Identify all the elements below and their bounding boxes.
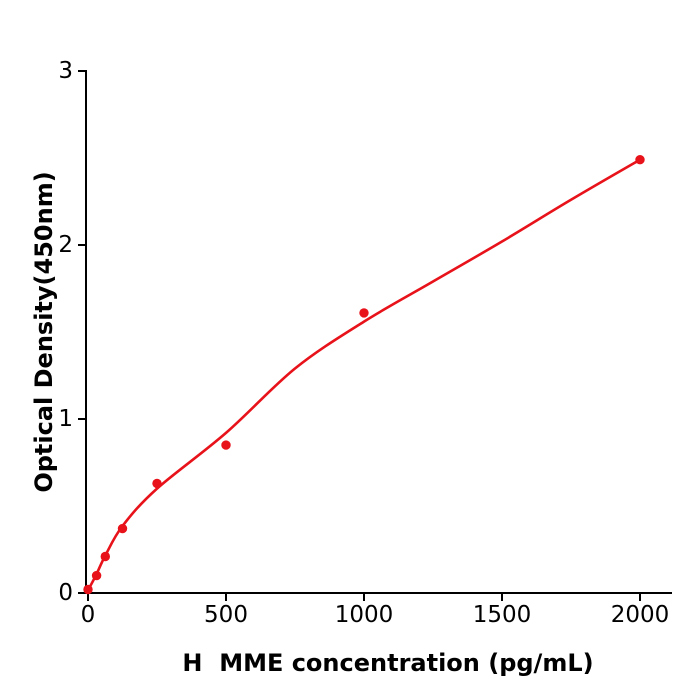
x-tick-label: 0 <box>81 602 96 628</box>
x-tick-label: 500 <box>204 602 248 628</box>
data-point <box>221 440 231 450</box>
y-tick-label: 1 <box>58 406 73 432</box>
data-point <box>635 155 645 165</box>
data-point <box>117 523 128 534</box>
x-tick-label: 2000 <box>611 602 670 628</box>
data-point <box>83 584 93 595</box>
data-point <box>91 570 102 581</box>
y-tick-label: 2 <box>58 232 73 258</box>
data-points <box>83 155 645 595</box>
axes: 0 500 1000 1500 2000 0 1 2 3 <box>58 58 672 628</box>
y-axis-title: Optical Density(450nm) <box>30 171 58 492</box>
x-tick-label: 1500 <box>473 602 532 628</box>
y-tick-label: 3 <box>58 58 73 84</box>
y-tick-label: 0 <box>58 580 73 606</box>
x-axis-title: H MME concentration (pg/mL) <box>182 649 593 677</box>
data-point <box>152 478 162 489</box>
y-axis-ticks: 0 1 2 3 <box>58 58 86 606</box>
fitted-curve <box>86 158 642 592</box>
x-tick-label: 1000 <box>335 602 394 628</box>
data-point <box>100 551 111 562</box>
data-point <box>359 308 369 318</box>
x-axis-ticks: 0 500 1000 1500 2000 <box>81 593 670 628</box>
